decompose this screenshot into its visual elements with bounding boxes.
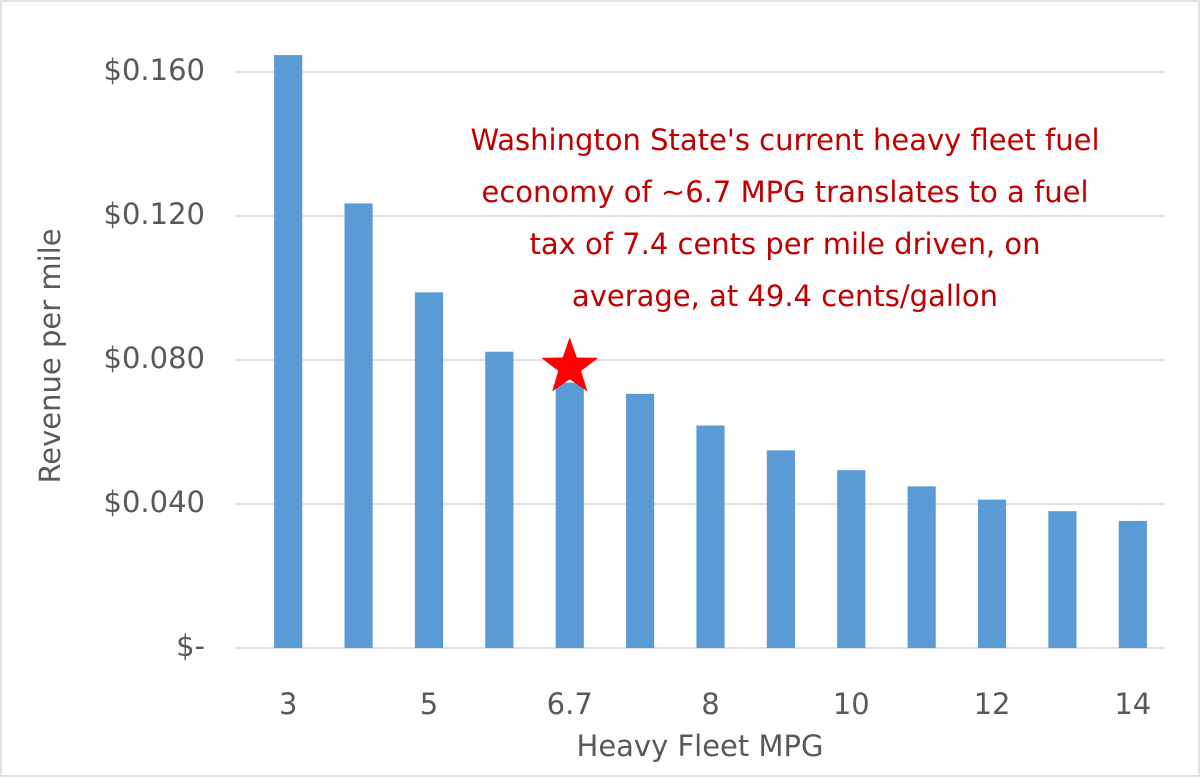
bar	[274, 55, 303, 648]
bar	[626, 393, 655, 648]
annotation: tax of 7.4 cents per mile driven, on	[529, 227, 1040, 261]
bar	[414, 292, 444, 648]
bar	[907, 486, 936, 648]
bar	[344, 203, 373, 648]
annotation: average, at 49.4 cents/gallon	[572, 279, 998, 313]
x-tick-label: 5	[420, 687, 438, 721]
bar	[485, 351, 514, 648]
highlight-star	[541, 337, 599, 392]
x-axis-title: Heavy Fleet MPG	[577, 729, 824, 763]
x-tick-label: 8	[701, 687, 719, 721]
y-tick-label: $0.160	[104, 53, 205, 87]
x-tick-label: 14	[1114, 687, 1151, 721]
bar	[1048, 511, 1077, 648]
bar	[1118, 520, 1147, 648]
x-tick-label: 6.7	[547, 687, 593, 721]
y-tick-label: $0.040	[104, 485, 205, 519]
y-tick-label: $0.120	[104, 197, 205, 231]
x-tick-label: 3	[279, 687, 297, 721]
y-axis-title: Revenue per mile	[33, 228, 67, 483]
bar	[696, 425, 725, 648]
x-tick-label: 10	[833, 687, 870, 721]
bar	[977, 499, 1007, 648]
y-tick-label: $0.080	[104, 341, 205, 375]
y-tick-label: $-	[176, 629, 205, 663]
x-tick-label: 12	[974, 687, 1011, 721]
bar	[555, 382, 584, 648]
bar	[837, 470, 866, 648]
bar	[766, 450, 795, 648]
annotation: economy of ~6.7 MPG translates to a fuel	[481, 175, 1088, 209]
annotation: Washington State's current heavy fleet f…	[470, 123, 1099, 157]
